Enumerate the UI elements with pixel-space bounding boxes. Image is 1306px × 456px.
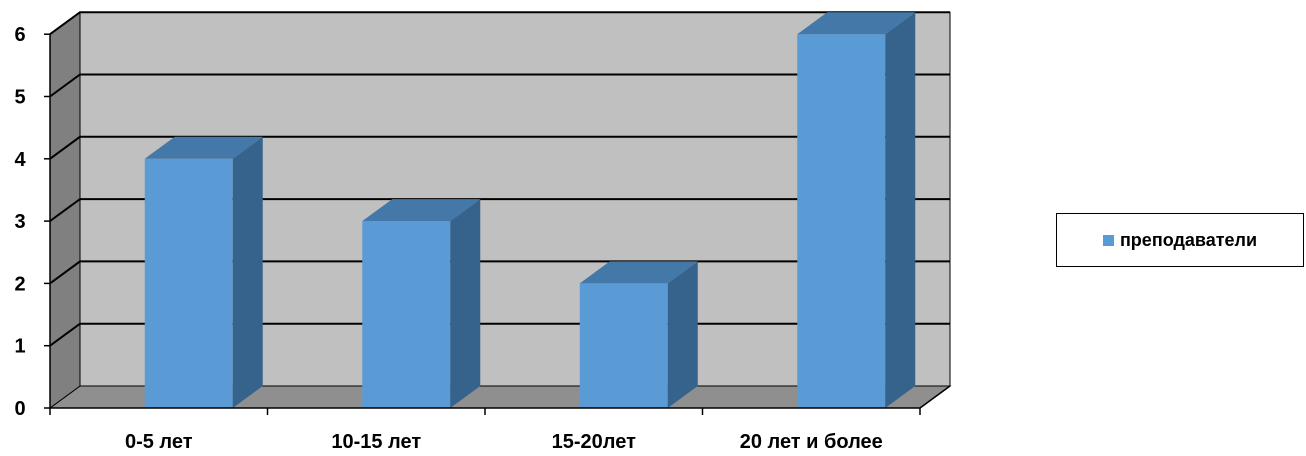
bar-front xyxy=(797,34,886,408)
y-tick-label: 4 xyxy=(14,149,26,171)
category-label: 10-15 лет xyxy=(331,431,421,453)
bars xyxy=(144,12,916,409)
gridline xyxy=(49,135,950,160)
bar-front xyxy=(579,283,668,408)
y-tick-label: 0 xyxy=(14,398,25,420)
y-tick-labels: 0 1 2 3 4 5 6 xyxy=(14,24,26,420)
category-labels: 0-5 лет 10-15 лет 15-20лет 20 лет и более xyxy=(125,431,883,453)
bar-side xyxy=(885,12,916,408)
bar-side xyxy=(450,199,481,408)
gridline xyxy=(49,73,950,98)
bar xyxy=(797,12,916,408)
bar-side xyxy=(232,136,263,409)
bar xyxy=(362,199,481,408)
legend-swatch xyxy=(1102,234,1114,246)
gridline xyxy=(49,11,950,36)
category-label: 0-5 лет xyxy=(125,431,193,453)
bar xyxy=(144,136,263,409)
gridline xyxy=(49,198,950,222)
y-tick-label: 3 xyxy=(14,211,25,233)
bar-front xyxy=(144,158,233,408)
bar-top xyxy=(362,199,481,222)
floor-edge xyxy=(919,385,951,409)
bar-top xyxy=(144,136,263,159)
legend: преподаватели xyxy=(1056,213,1304,267)
y-tick-label: 2 xyxy=(14,273,25,295)
legend-label: преподаватели xyxy=(1119,229,1258,250)
category-label: 20 лет и более xyxy=(740,431,883,453)
bar-top xyxy=(579,261,698,284)
bar xyxy=(579,261,698,408)
category-label: 15-20лет xyxy=(552,431,636,453)
y-tick-label: 5 xyxy=(14,87,25,109)
bar-side xyxy=(667,261,698,408)
y-tick-label: 1 xyxy=(14,336,25,358)
axes xyxy=(44,33,951,415)
y-tick-label: 6 xyxy=(14,24,25,46)
bar-front xyxy=(362,221,451,408)
bar-top xyxy=(797,12,916,35)
gridlines xyxy=(49,11,950,347)
